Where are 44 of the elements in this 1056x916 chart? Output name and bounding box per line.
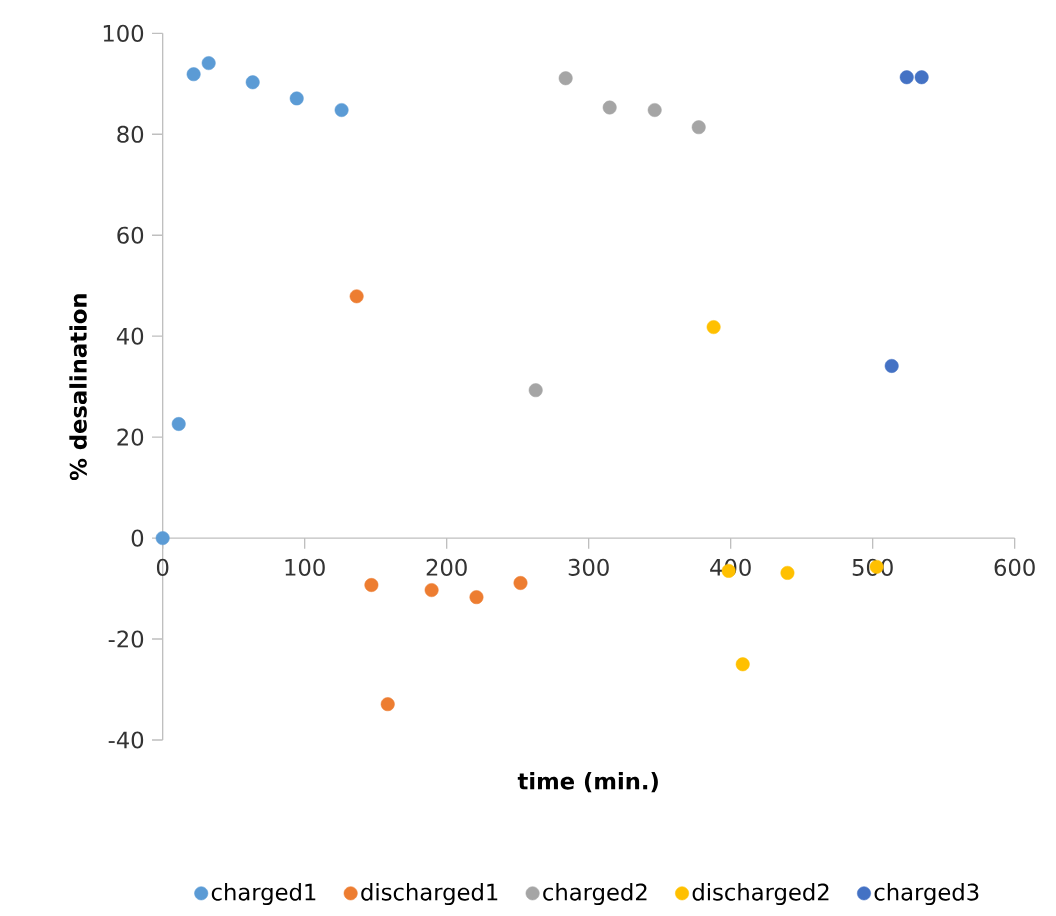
point (884, 359, 899, 373)
x-tick-label: 200 (426, 558, 467, 576)
point (706, 320, 721, 335)
point (155, 531, 170, 546)
x-tick-label: 0 (156, 558, 169, 576)
point (349, 289, 364, 304)
legend-label: discharged2 (692, 883, 829, 906)
point (899, 70, 914, 85)
y-tick-label: 60 (117, 226, 144, 244)
point (528, 383, 543, 398)
legend-label: charged1 (211, 883, 316, 906)
y-tick-label: 0 (131, 529, 144, 547)
x-tick-label: 300 (568, 558, 609, 576)
point (735, 657, 750, 672)
y-tick-label: -40 (108, 731, 144, 749)
point (245, 75, 260, 90)
x-axis-title: time (min.) (517, 772, 658, 793)
legend-label: charged3 (874, 883, 979, 906)
point (469, 590, 484, 605)
point (647, 103, 662, 117)
x-tick-label: 100 (285, 558, 325, 576)
y-tick-label: 100 (103, 24, 144, 42)
legend-label: discharged1 (361, 883, 498, 906)
point (513, 576, 528, 590)
point (691, 120, 706, 135)
point (289, 91, 304, 106)
point (558, 71, 573, 86)
legend-label: charged2 (543, 883, 647, 906)
point (364, 578, 379, 592)
point (780, 565, 795, 580)
point (914, 70, 929, 85)
y-tick-label: -20 (108, 630, 144, 648)
y-tick-label: 40 (116, 327, 144, 345)
y-tick-label: 20 (117, 428, 144, 446)
point (602, 100, 617, 115)
point (334, 103, 349, 117)
point (171, 417, 186, 431)
x-tick-label: 600 (994, 558, 1035, 576)
point (201, 56, 216, 71)
y-tick-label: 80 (117, 125, 144, 143)
point (186, 67, 201, 82)
point (424, 583, 439, 598)
y-axis-title: % desalination (69, 294, 87, 481)
point (380, 697, 395, 712)
